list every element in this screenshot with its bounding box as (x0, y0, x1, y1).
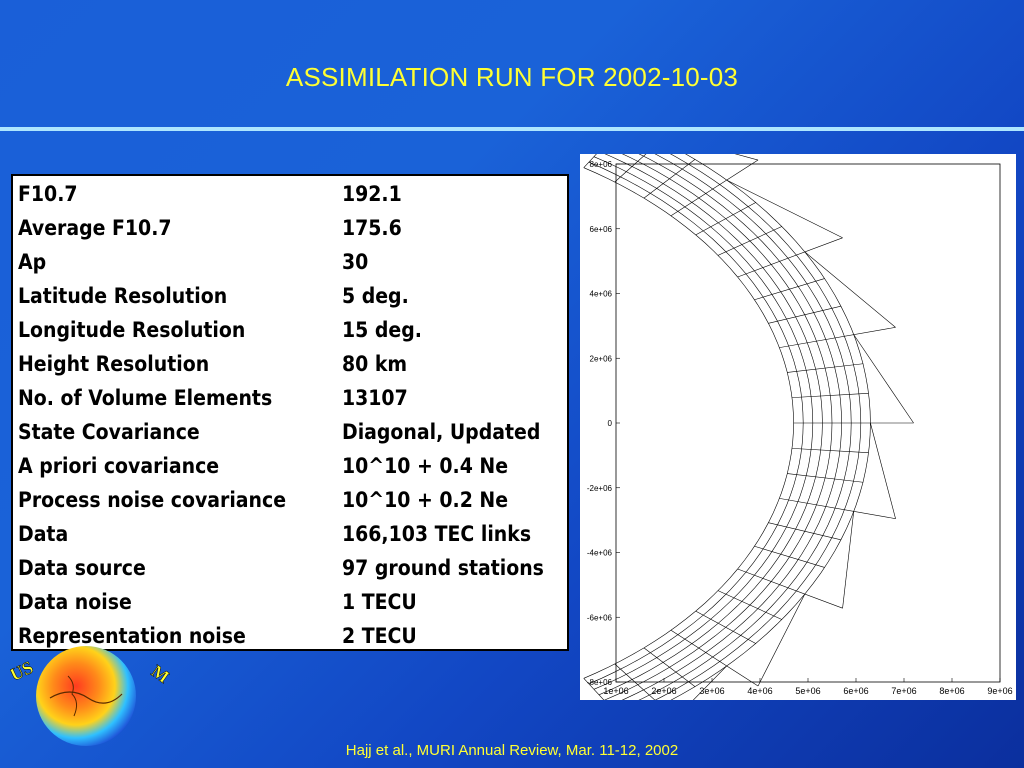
grid-shell (670, 154, 871, 700)
logo-text-left: US (10, 657, 36, 685)
voxel-grid-figure: 8e+06 6e+06 4e+06 2e+06 0 -2e+06 -4e+06 -6e+06 -… (580, 154, 1016, 700)
param-label: Data noise (18, 590, 132, 614)
parameter-table: F10.7 192.1 Average F10.7 175.6 Ap 30 Latit… (11, 174, 569, 651)
param-label: Data source (18, 556, 146, 580)
grid-spoke (583, 678, 605, 700)
param-value: 97 ground stations (342, 556, 544, 580)
grid-shell (638, 154, 852, 700)
param-value: 192.1 (342, 182, 402, 206)
param-value: 13107 (342, 386, 408, 410)
slide-title: ASSIMILATION RUN FOR 2002-10-03 (285, 62, 739, 92)
y-tick-label: 8e+06 (590, 160, 613, 169)
param-label: F10.7 (18, 182, 78, 206)
grid-spoke (779, 498, 896, 519)
grid-block-edge (692, 665, 727, 700)
param-value: 15 deg. (342, 318, 422, 342)
param-value: 30 (342, 250, 369, 274)
param-value: 175.6 (342, 216, 402, 240)
x-axis: 1e+06 2e+06 3e+06 4e+06 5e+06 6e+06 7e+06 8e+06… (603, 678, 1013, 696)
grid-shell (588, 161, 804, 685)
y-tick-label: -2e+06 (587, 484, 613, 493)
x-tick-label: 6e+06 (843, 686, 868, 696)
grid-spoke (670, 630, 759, 687)
param-value: 10^10 + 0.4 Ne (342, 454, 509, 478)
param-row: State Covariance Diagonal, Updated (18, 415, 563, 449)
footer-citation: Hajj et al., MURI Annual Review, Mar. 11… (345, 742, 679, 759)
param-row: Data noise 1 TECU (18, 585, 563, 619)
param-value: 10^10 + 0.2 Ne (342, 488, 509, 512)
grid-block-edge (804, 251, 896, 328)
grid-shell (593, 156, 814, 690)
param-value: Diagonal, Updated (342, 420, 541, 444)
usc-muri-logo: US M (10, 646, 170, 746)
globe-icon (36, 646, 136, 746)
param-row: Latitude Resolution 5 deg. (18, 279, 563, 313)
title-divider (0, 127, 1024, 131)
grid-spoke (737, 568, 843, 609)
param-value: 80 km (342, 352, 408, 376)
param-label: Process noise covariance (18, 488, 287, 512)
x-tick-label: 1e+06 (603, 686, 628, 696)
param-row: Process noise covariance 10^10 + 0.2 Ne (18, 483, 563, 517)
x-tick-label: 5e+06 (795, 686, 820, 696)
param-row: Data 166,103 TEC links (18, 517, 563, 551)
param-label: State Covariance (18, 420, 200, 444)
y-axis: 8e+06 6e+06 4e+06 2e+06 0 -2e+06 -4e+06 -6e+06 -… (587, 160, 620, 687)
param-row: Longitude Resolution 15 deg. (18, 313, 563, 347)
param-row: A priori covariance 10^10 + 0.4 Ne (18, 449, 563, 483)
grid-block-edge (757, 593, 806, 687)
grid-lines (583, 154, 914, 700)
grid-shell (598, 154, 823, 696)
param-value: 166,103 TEC links (342, 522, 532, 546)
param-row: Average F10.7 175.6 (18, 211, 563, 245)
param-label: Representation noise (18, 624, 246, 648)
y-tick-label: -8e+06 (587, 678, 613, 687)
param-row: Height Resolution 80 km (18, 347, 563, 381)
grid-shell (604, 154, 833, 700)
param-row: Ap 30 (18, 245, 563, 279)
grid-spoke (583, 154, 597, 168)
grid-spoke (670, 159, 759, 216)
x-tick-label: 7e+06 (891, 686, 916, 696)
y-tick-label: 2e+06 (590, 354, 613, 363)
param-label: A priori covariance (18, 454, 220, 478)
grid-block-edge (853, 334, 914, 424)
param-label: Height Resolution (18, 352, 210, 376)
grid-block-edge (726, 179, 843, 239)
param-label: Ap (18, 250, 47, 274)
param-label: Longitude Resolution (18, 318, 246, 342)
x-tick-label: 3e+06 (699, 686, 724, 696)
param-value: 2 TECU (342, 624, 417, 648)
grid-spoke (737, 237, 843, 278)
grid-shell (621, 154, 842, 700)
param-value: 1 TECU (342, 590, 417, 614)
grid-spoke (779, 327, 896, 348)
y-tick-label: -6e+06 (587, 613, 613, 622)
param-label: No. of Volume Elements (18, 386, 273, 410)
x-tick-label: 4e+06 (747, 686, 772, 696)
y-tick-label: 6e+06 (590, 225, 613, 234)
param-value: 5 deg. (342, 284, 409, 308)
param-label: Latitude Resolution (18, 284, 228, 308)
x-tick-label: 9e+06 (987, 686, 1012, 696)
grid-shell (654, 154, 862, 700)
param-label: Data (18, 522, 69, 546)
param-label: Average F10.7 (18, 216, 172, 240)
x-tick-label: 8e+06 (939, 686, 964, 696)
param-row: F10.7 192.1 (18, 177, 563, 211)
param-row: No. of Volume Elements 13107 (18, 381, 563, 415)
y-tick-label: -4e+06 (587, 549, 613, 558)
grid-shell (583, 167, 794, 679)
y-tick-label: 4e+06 (590, 290, 613, 299)
param-row: Representation noise 2 TECU (18, 619, 563, 653)
y-tick-label: 0 (608, 419, 613, 428)
grid-block-edge (870, 422, 896, 519)
logo-text-right: M (148, 661, 170, 687)
x-tick-label: 2e+06 (651, 686, 676, 696)
grid-block-edge (842, 511, 855, 609)
voxel-grid-plot: 8e+06 6e+06 4e+06 2e+06 0 -2e+06 -4e+06 -6e+06 -… (583, 154, 1013, 700)
param-row: Data source 97 ground stations (18, 551, 563, 585)
